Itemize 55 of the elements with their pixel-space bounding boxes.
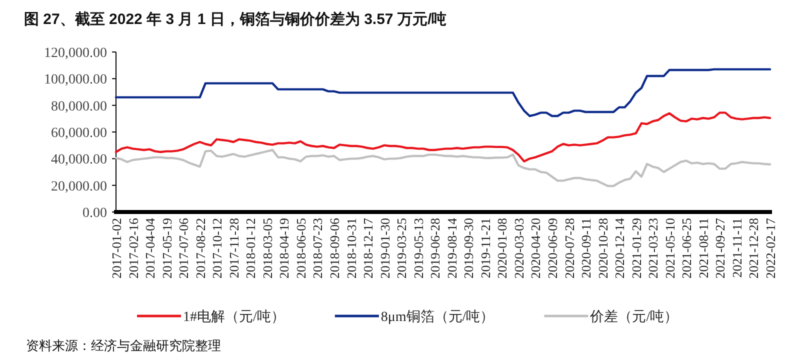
- x-tick-label: 2020-04-20: [528, 218, 544, 279]
- y-tick-label: 100,000.00: [44, 72, 107, 88]
- x-tick-label: 2018-12-17: [360, 218, 376, 279]
- x-tick-label: 2020-06-09: [545, 218, 560, 279]
- chart-title: 图 27、截至 2022 年 3 月 1 日，铜箔与铜价价差为 3.57 万元/吨: [24, 11, 447, 28]
- x-tick-label: 2019-11-21: [478, 218, 493, 278]
- y-tick-label: 0.00: [82, 206, 107, 221]
- x-tick-label: 2021-05-10: [662, 218, 678, 279]
- x-tick-label: 2017-11-28: [226, 218, 242, 278]
- x-tick-label: 2021-03-23: [646, 218, 661, 279]
- x-tick-label: 2019-09-30: [461, 218, 476, 279]
- x-tick-label: 2017-02-16: [126, 218, 141, 279]
- x-tick-label: 2018-01-12: [243, 218, 258, 279]
- x-tick-label: 2017-10-12: [210, 218, 225, 279]
- y-tick-label: 120,000.00: [44, 46, 107, 61]
- line-series: [114, 148, 772, 188]
- x-tick-label: 2020-12-14: [612, 218, 628, 279]
- x-tick-label: 2020-07-28: [562, 218, 577, 279]
- x-tick-label: 2021-12-28: [746, 218, 762, 279]
- x-tick-label: 2017-04-04: [142, 218, 158, 279]
- x-tick-label: 2020-09-11: [578, 218, 594, 278]
- x-tick-label: 2021-09-27: [712, 218, 728, 279]
- x-tick-label: 2017-01-02: [109, 218, 124, 279]
- x-tick-label: 2018-06-05: [293, 218, 308, 279]
- y-tick-label: 80,000.00: [51, 99, 107, 114]
- line-series: [114, 112, 772, 162]
- x-tick-label: 2018-09-06: [327, 218, 342, 279]
- legend-label: 价差（元/吨）: [589, 309, 678, 325]
- x-tick-label: 2020-03-03: [511, 218, 526, 279]
- x-tick-label: 2018-07-23: [310, 218, 326, 279]
- y-tick-label: 20,000.00: [51, 179, 107, 194]
- x-tick-label: 2021-11-11: [729, 218, 744, 278]
- x-tick-label: 2019-08-14: [444, 218, 460, 279]
- x-tick-label: 2018-10-31: [344, 218, 359, 279]
- legend-label: 8μm铜箔（元/吨）: [380, 309, 494, 325]
- y-tick-label: 40,000.00: [51, 152, 107, 168]
- x-tick-label: 2020-10-28: [595, 218, 610, 279]
- line-series: [114, 68, 772, 118]
- x-tick-label: 2020-01-08: [494, 218, 510, 279]
- x-tick-label: 2017-05-19: [159, 218, 174, 279]
- y-tick-label: 60,000.00: [51, 126, 107, 141]
- x-tick-label: 2021-08-11: [696, 218, 711, 278]
- x-tick-label: 2019-01-30: [377, 218, 392, 279]
- x-tick-label: 2018-04-19: [276, 218, 292, 279]
- legend-label: 1#电解（元/吨）: [183, 309, 285, 325]
- x-tick-label: 2019-03-25: [394, 218, 410, 279]
- x-tick-label: 2017-08-22: [192, 218, 208, 279]
- text: 资料来源：经济与金融研究院整理: [26, 338, 221, 353]
- x-tick-label: 2019-05-13: [410, 218, 426, 279]
- x-tick-label: 2021-06-25: [679, 218, 694, 279]
- x-tick-label: 2018-03-05: [260, 218, 275, 279]
- x-tick-label: 2022-02-17: [763, 218, 778, 279]
- x-tick-label: 2021-01-29: [628, 218, 644, 279]
- x-tick-label: 2019-06-28: [428, 218, 443, 279]
- x-tick-label: 2017-07-06: [176, 218, 192, 279]
